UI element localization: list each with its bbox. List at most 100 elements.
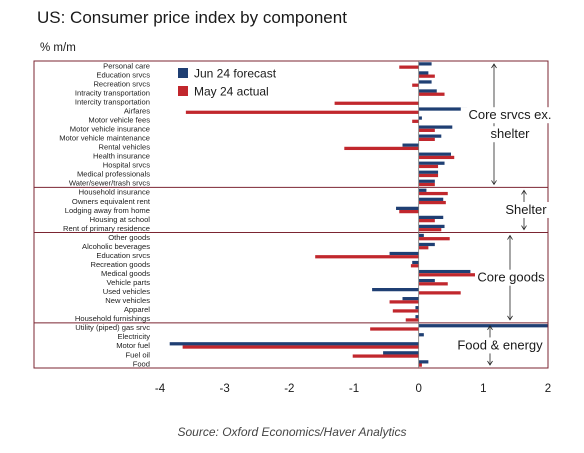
category-label: Motor vehicle maintenance [59,134,150,143]
category-label: Intracity transportation [75,88,150,97]
bar-actual [418,273,503,277]
bar-actual [182,345,419,349]
category-label: Personal care [103,61,150,70]
group-label: shelter [490,126,530,141]
arrow-up-icon [491,63,497,69]
arrow-up-icon [487,325,493,331]
category-label: Lodging away from home [65,206,150,215]
x-tick-label: -1 [349,383,359,395]
category-label: Hospital srvcs [103,161,150,170]
bar-actual [410,264,419,268]
category-label: Other goods [108,233,150,242]
category-label: Used vehicles [103,287,150,296]
x-tick-label: -4 [155,383,166,395]
bar-actual [344,146,419,151]
bar-forecast [418,233,424,238]
x-tick-label: -2 [284,383,294,395]
group-label: Core goods [477,270,545,285]
category-label: Motor fuel [116,341,150,350]
x-tick-label: 2 [545,383,551,395]
bar-actual [418,128,435,132]
bar-actual [418,137,435,142]
legend-swatch [178,68,188,78]
bar-forecast [418,107,468,111]
bar-forecast [418,80,432,84]
bar-forecast [418,125,453,129]
bar-actual [418,228,442,232]
bar-actual [418,200,446,205]
bar-actual [418,182,435,187]
bar-forecast [402,143,419,147]
bar-actual [418,282,448,286]
category-label: Medical professionals [77,170,150,179]
category-label: Alcoholic beverages [82,242,150,251]
arrow-down-icon [507,315,513,321]
legend-swatch [178,86,188,96]
x-tick-label: -3 [220,383,230,395]
bar-forecast [418,360,429,364]
bar-forecast [418,333,424,337]
arrow-down-icon [521,225,527,231]
bar-actual [370,327,419,331]
bar-actual [418,219,435,223]
arrow-down-icon [491,180,497,186]
category-label: Vehicle parts [107,278,151,287]
category-label: Water/sewer/trash srvcs [69,179,150,188]
category-label: Health insurance [93,152,150,161]
x-tick-label: 0 [415,383,421,395]
bar-forecast [418,152,451,156]
arrow-up-icon [521,189,527,195]
bar-actual [334,101,419,105]
bar-actual [405,318,419,322]
bar-forecast [418,170,439,174]
bar-forecast [418,89,437,93]
bar-forecast [418,116,422,120]
bar-forecast [418,62,432,66]
bar-forecast [418,71,429,75]
group-label-bg [499,201,553,218]
category-label: Rental vehicles [99,143,151,152]
bar-forecast [412,260,419,265]
bar-actual [418,363,422,367]
bar-forecast [418,224,445,229]
category-label: Education srvcs [96,251,150,260]
bar-actual [412,83,419,87]
bar-forecast [383,351,419,355]
bar-actual [389,300,419,304]
bar-forecast [389,251,419,256]
group-label: Food & energy [457,337,543,352]
bar-actual [399,209,419,214]
legend-label: May 24 actual [194,85,269,99]
category-label: Household furnishings [75,314,150,323]
category-label: Owners equivalent rent [72,197,151,206]
bar-forecast [418,269,471,274]
group-label-bg [460,107,560,124]
group-label: Core srvcs ex. [468,107,551,122]
category-label: Apparel [124,305,150,314]
arrow-down-icon [487,360,493,366]
legend-label: Jun 24 forecast [194,67,277,81]
bar-actual [315,255,419,259]
category-label: New vehicles [105,296,150,305]
bar-forecast [418,215,444,220]
category-label: Rent of primary residence [63,224,150,233]
bar-forecast [418,179,435,183]
bar-actual [418,291,461,295]
category-label: Motor vehicle fees [88,115,150,124]
category-label: Medical goods [101,269,150,278]
category-label: Household insurance [79,188,150,197]
bar-forecast [418,197,444,201]
arrow-up-icon [507,234,513,240]
bar-actual [418,74,435,78]
bar-actual [418,92,445,96]
group-labels: Core srvcs ex. shelter Shelter Core goods Fo… [454,63,560,366]
category-label: Food [133,359,150,368]
bar-forecast [396,206,419,210]
bar-actual [352,354,419,358]
category-label: Housing at school [90,215,151,224]
group-label-bg [475,269,547,286]
category-label: Electricity [118,332,151,341]
bar-actual [392,309,419,313]
category-label: Intercity transportation [75,97,150,106]
